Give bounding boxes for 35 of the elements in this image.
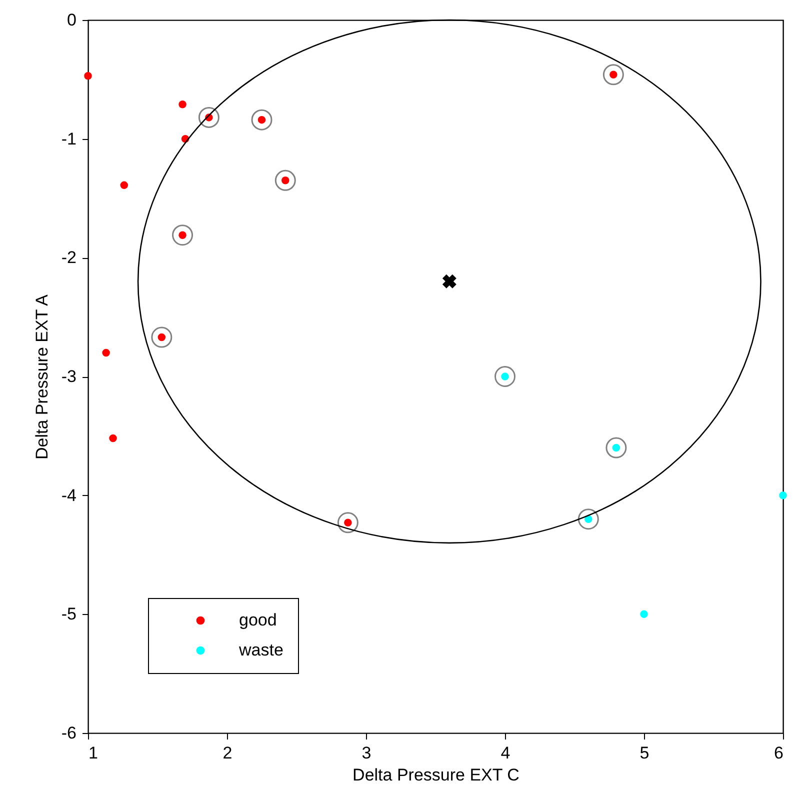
point [602, 64, 624, 86]
x-tick-label: 2 [222, 744, 232, 762]
point [151, 326, 172, 348]
x-tick-label: 3 [362, 744, 372, 762]
point [640, 610, 648, 618]
point [578, 508, 599, 530]
x-tick-label: 1 [88, 744, 98, 762]
y-tick-label: -6 [61, 724, 76, 742]
point [337, 512, 358, 534]
point [198, 106, 220, 128]
y-tick-label: -4 [61, 486, 76, 505]
y-tick-label: 0 [67, 10, 76, 30]
point [251, 109, 272, 130]
legend-label: waste [238, 640, 284, 660]
point [779, 491, 787, 500]
point [84, 72, 92, 80]
x-tick-label: 5 [640, 744, 650, 762]
y-tick-label: -3 [61, 367, 76, 386]
point [178, 100, 186, 108]
point [606, 437, 627, 458]
point [102, 348, 110, 357]
y-tick-label: -5 [61, 604, 76, 624]
legend-label: good [239, 610, 277, 630]
point [274, 170, 296, 191]
point [109, 434, 117, 442]
y-tick-label: -1 [61, 129, 76, 148]
x-tick-label: 6 [774, 744, 784, 762]
point [442, 274, 456, 288]
point [172, 224, 194, 246]
y-axis-title: Delta Pressure EXT A [32, 294, 52, 460]
y-tick-label: -2 [61, 248, 76, 268]
x-axis-title: Delta Pressure EXT C [352, 766, 520, 784]
x-tick-label: 4 [500, 744, 510, 762]
point [494, 366, 516, 387]
point [120, 181, 128, 190]
